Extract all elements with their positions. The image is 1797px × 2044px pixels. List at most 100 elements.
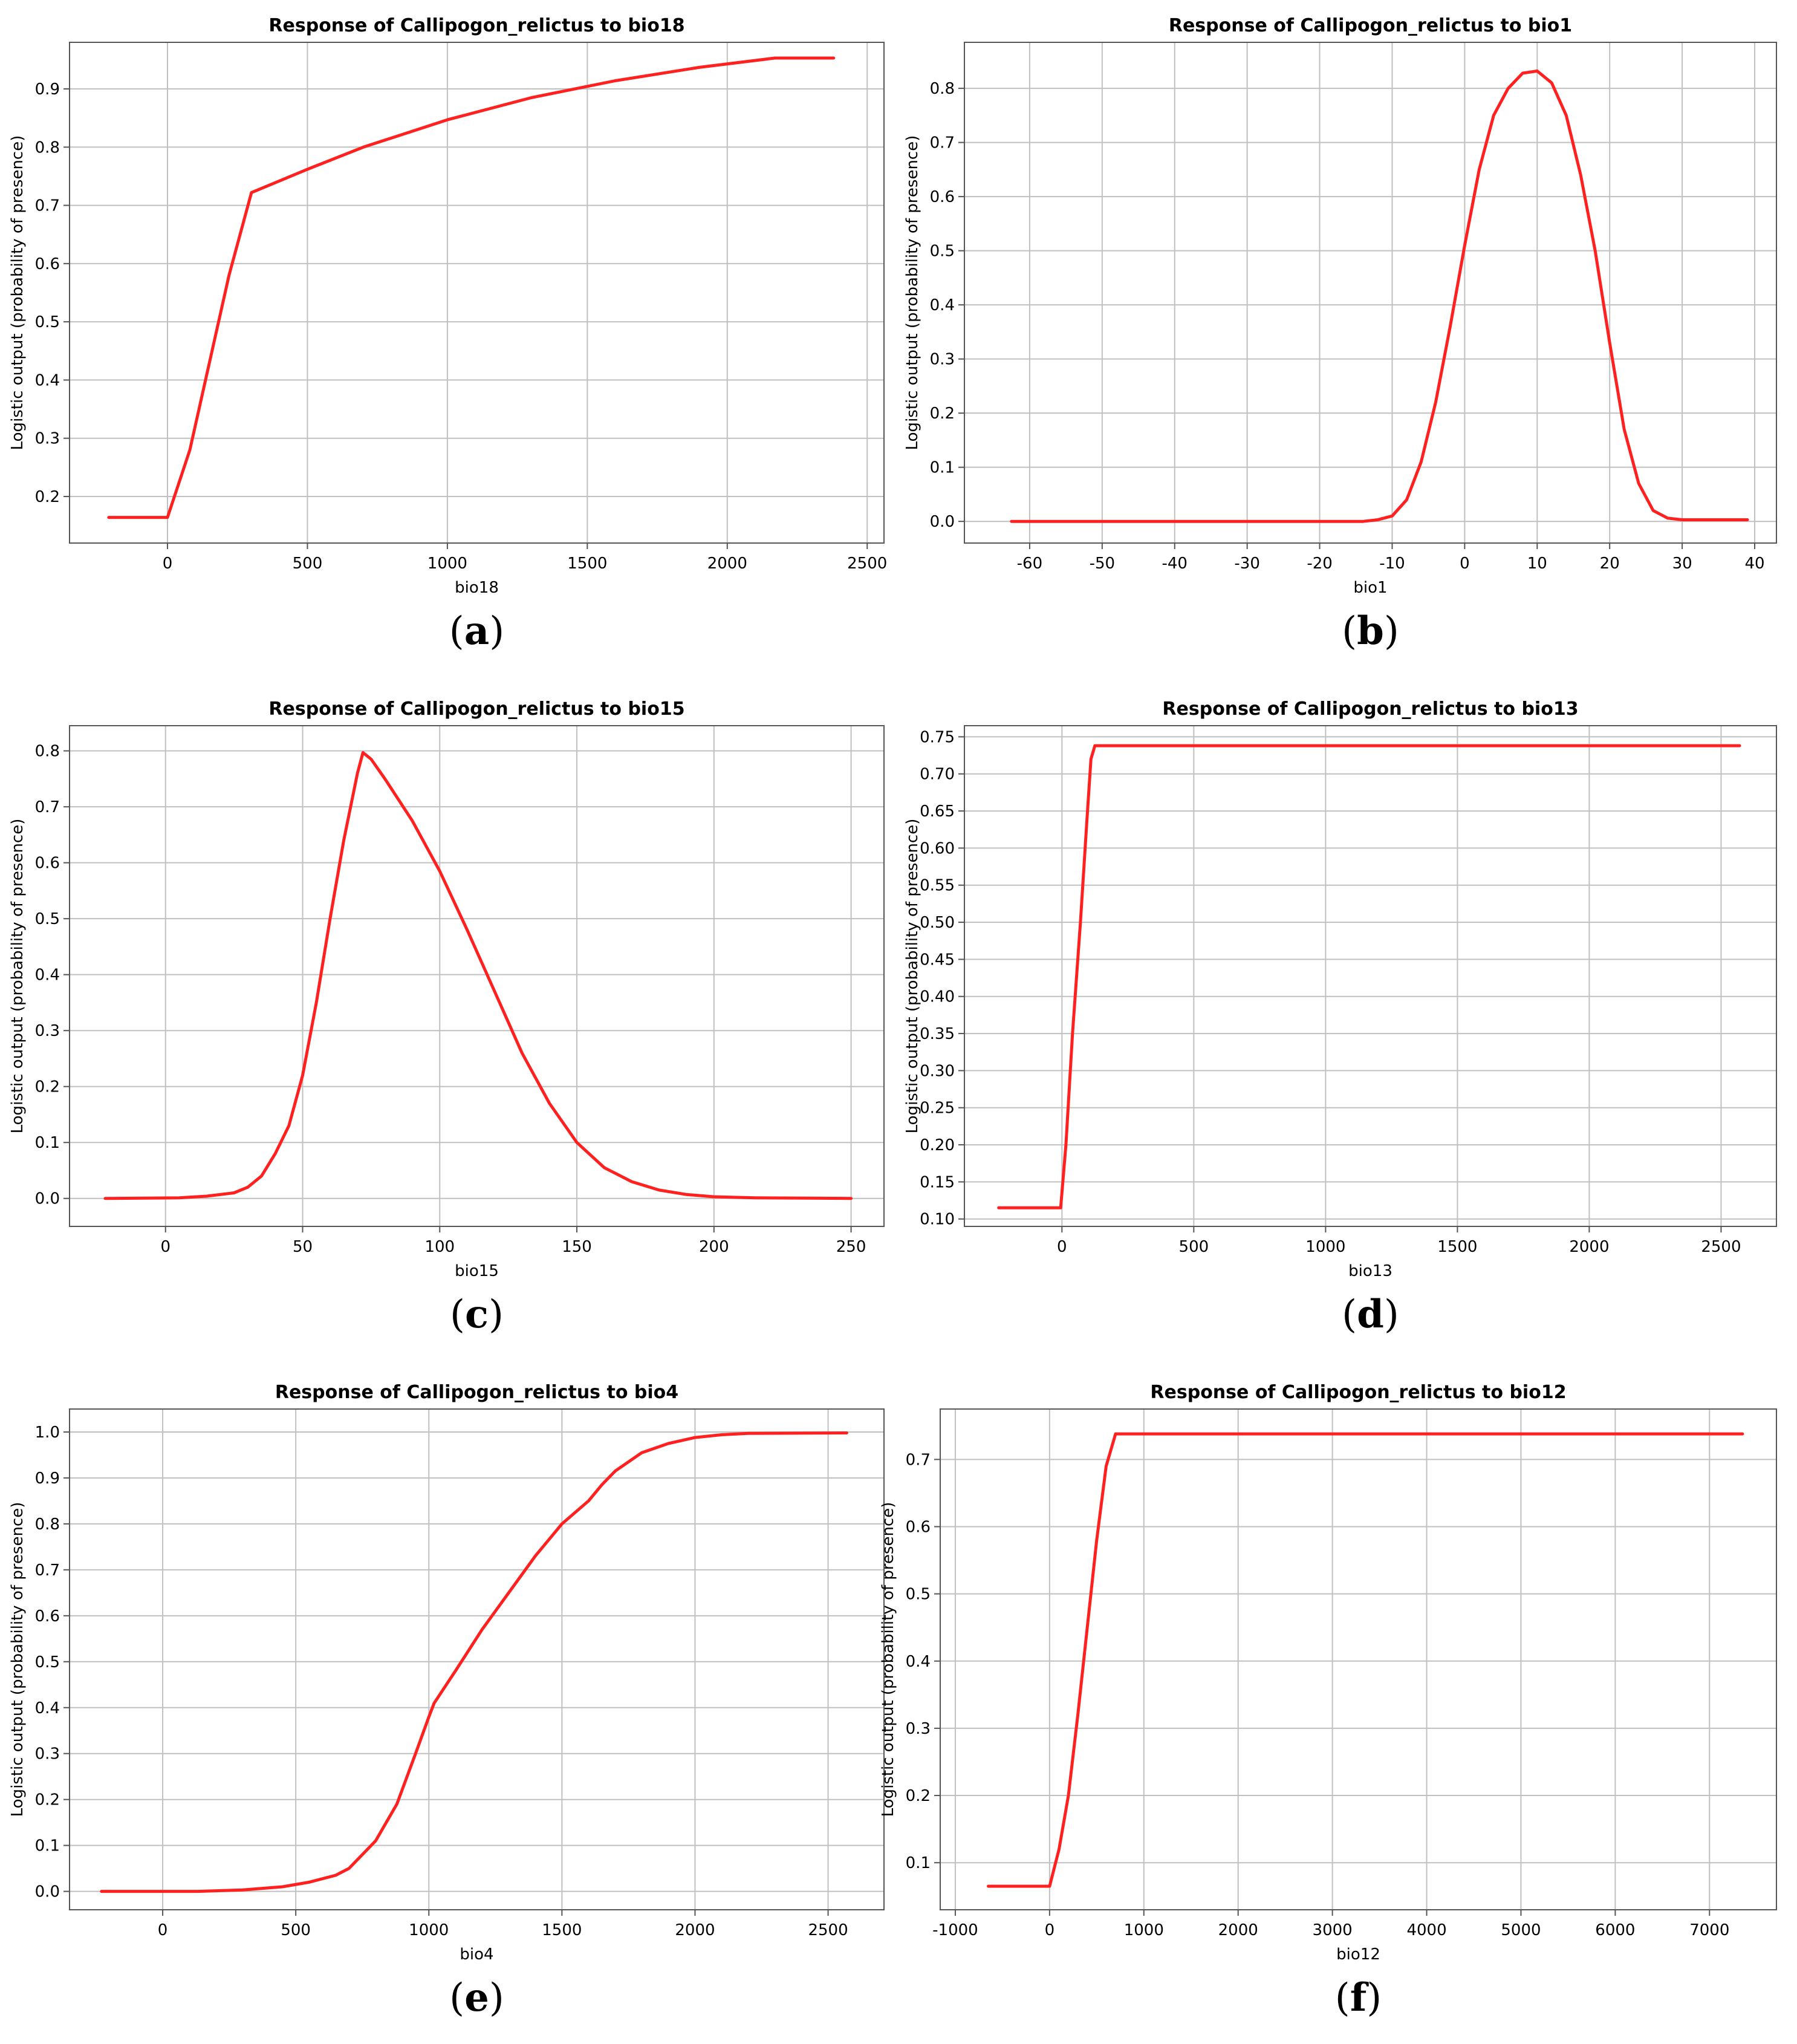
response-curve xyxy=(103,750,853,1200)
response-curve xyxy=(997,744,1741,1209)
panel-label-d: (d) xyxy=(1342,1292,1399,1337)
x-tick-label: 2000 xyxy=(675,1921,715,1939)
panel-label-close: ) xyxy=(489,609,504,654)
x-tick-label: 0 xyxy=(163,555,173,573)
x-tick-label: 6000 xyxy=(1595,1921,1635,1939)
y-tick-label: 0.75 xyxy=(920,728,955,746)
y-tick-label: 0.15 xyxy=(920,1173,955,1191)
chart-panel-e: 0 500 1000 1500 2000 2500 0.0 0.1 0.2 0.3 0.4 0.5 0.… xyxy=(8,1382,885,2020)
y-tick-label: 0.1 xyxy=(930,459,955,477)
panel-label-open: ( xyxy=(1342,1292,1357,1337)
panel-label-letter: d xyxy=(1357,1292,1384,1337)
y-tick-label: 0.6 xyxy=(35,1607,60,1626)
x-tick-label: 50 xyxy=(293,1238,313,1256)
chart-panel-a: 0 500 1000 1500 2000 2500 0.2 0.3 0.4 0.5 0.6 0.7 0.… xyxy=(8,15,887,654)
y-tick-label: 0.3 xyxy=(35,1745,60,1763)
chart-panel-c: 0 50 100 150 200 250 0.0 0.1 0.2 0.3 0.4 0.5 0.6 0.7 0… xyxy=(8,698,885,1337)
x-tick-label: 1500 xyxy=(1437,1238,1477,1256)
x-tick-label: 20 xyxy=(1600,555,1620,573)
y-tick-label: 0.7 xyxy=(35,197,60,215)
panel-label-letter: f xyxy=(1350,1975,1369,2020)
chart-panel-f: -1000 0 1000 2000 3000 4000 5000 6000 7000 0.1 0.2… xyxy=(879,1382,1777,2020)
x-tick-label: 2000 xyxy=(707,555,747,573)
x-tick-label: 500 xyxy=(1179,1238,1209,1256)
x-tick-label: 0 xyxy=(1045,1921,1055,1939)
y-tick-label: 0.0 xyxy=(35,1883,60,1901)
x-tick-label: 10 xyxy=(1527,555,1547,573)
x-tick-label: -50 xyxy=(1090,555,1115,573)
y-tick-label: 0.40 xyxy=(920,988,955,1006)
y-tick-label: 0.55 xyxy=(920,877,955,895)
y-tick-label: 0.20 xyxy=(920,1136,955,1154)
y-tick-label: 0.9 xyxy=(35,1470,60,1488)
y-tick-label: 0.4 xyxy=(35,371,60,389)
plot-border xyxy=(69,1408,885,1910)
y-tick-label: 0.5 xyxy=(35,1653,60,1671)
x-tick-label: 5000 xyxy=(1501,1921,1541,1939)
chart-title: Response of Callipogon_relictus to bio1 xyxy=(1169,15,1572,36)
y-tick-label: 0.45 xyxy=(920,951,955,969)
x-tick-label: 7000 xyxy=(1689,1921,1729,1939)
x-tick-label: 1500 xyxy=(567,555,607,573)
panel-label-open: ( xyxy=(1335,1976,1350,2020)
x-axis-label: bio4 xyxy=(460,1945,493,1964)
x-tick-label: 1000 xyxy=(427,555,467,573)
y-tick-label: 0.6 xyxy=(35,854,60,873)
x-tick-label: -20 xyxy=(1307,555,1332,573)
y-tick-label: 0.8 xyxy=(35,743,60,761)
y-tick-label: 0.70 xyxy=(920,766,955,784)
y-tick-label: 0.25 xyxy=(920,1099,955,1118)
x-tick-label: 2000 xyxy=(1218,1921,1258,1939)
plot-border xyxy=(964,725,1777,1227)
panel-label-close: ) xyxy=(489,1976,504,2020)
y-tick-label: 0.5 xyxy=(35,313,60,331)
y-tick-label: 0.65 xyxy=(920,802,955,821)
x-tick-label: 0 xyxy=(160,1238,171,1256)
y-axis-label: Logistic output (probability of presence… xyxy=(903,819,921,1134)
y-tick-label: 0.2 xyxy=(35,1078,60,1096)
chart-title: Response of Callipogon_relictus to bio4 xyxy=(275,1382,678,1403)
y-axis-label: Logistic output (probability of presence… xyxy=(8,135,27,451)
x-tick-label: 500 xyxy=(293,555,323,573)
chart-title: Response of Callipogon_relictus to bio12 xyxy=(1150,1382,1566,1403)
x-tick-label: -60 xyxy=(1017,555,1042,573)
y-tick-label: 0.4 xyxy=(35,966,60,985)
plot-frame xyxy=(940,1408,1777,1910)
x-axis-label: bio13 xyxy=(1348,1262,1392,1280)
panel-label-close: ) xyxy=(1366,1976,1382,2020)
y-tick-label: 0.8 xyxy=(35,138,60,157)
x-tick-label: -30 xyxy=(1234,555,1259,573)
chart-panel-d: 0 500 1000 1500 2000 2500 0.10 0.15 0.20 0.25 0.30… xyxy=(903,698,1777,1337)
y-tick-label: 0.6 xyxy=(35,255,60,273)
panel-label-e: (e) xyxy=(449,1975,504,2020)
y-tick-label: 0.2 xyxy=(35,1791,60,1809)
x-tick-label: 2500 xyxy=(1701,1238,1741,1256)
x-tick-label: 0 xyxy=(158,1921,168,1939)
x-tick-label: 2500 xyxy=(808,1921,848,1939)
panel-label-open: ( xyxy=(1342,609,1357,654)
panel-label-close: ) xyxy=(1384,609,1399,654)
plot-frame xyxy=(69,725,885,1227)
y-tick-label: 0.3 xyxy=(930,351,955,369)
panel-label-a: (a) xyxy=(449,608,504,654)
y-tick-label: 0.4 xyxy=(930,296,955,314)
plot-border xyxy=(69,42,885,544)
chart-title: Response of Callipogon_relictus to bio13 xyxy=(1162,698,1578,720)
y-tick-label: 0.9 xyxy=(35,80,60,99)
y-tick-label: 0.35 xyxy=(920,1025,955,1043)
y-tick-label: 0.5 xyxy=(906,1586,931,1604)
panel-label-close: ) xyxy=(489,1292,504,1337)
response-curve xyxy=(1010,69,1749,523)
x-axis-label: bio12 xyxy=(1336,1945,1380,1964)
panel-label-c: (c) xyxy=(450,1292,504,1337)
panel-label-open: ( xyxy=(450,1292,465,1337)
x-tick-label: 1000 xyxy=(409,1921,449,1939)
x-tick-label: 0 xyxy=(1460,555,1470,573)
response-curve xyxy=(987,1432,1744,1888)
panel-label-open: ( xyxy=(449,1976,464,2020)
y-tick-label: 0.2 xyxy=(930,405,955,423)
x-tick-label: 3000 xyxy=(1313,1921,1353,1939)
y-tick-label: 0.7 xyxy=(35,1561,60,1580)
y-axis-label: Logistic output (probability of presence… xyxy=(8,1502,27,1817)
y-tick-label: 0.1 xyxy=(35,1837,60,1855)
